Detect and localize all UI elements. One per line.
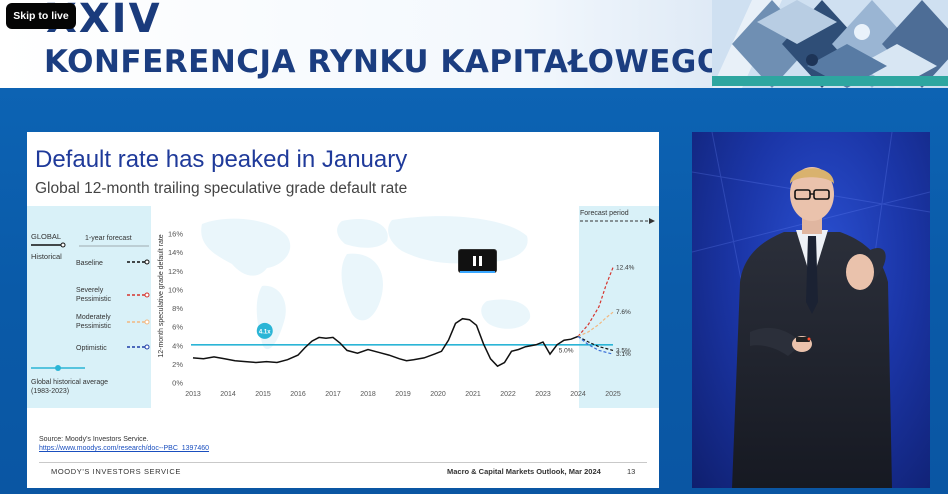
presentation-slide: Default rate has peaked in January Globa… bbox=[27, 132, 659, 488]
legend-historical: Historical bbox=[31, 252, 62, 261]
legend-moderately-1: Moderately bbox=[76, 314, 111, 321]
legend-severely-1: Severely bbox=[76, 287, 104, 294]
y-tick-label: 10% bbox=[168, 285, 183, 294]
x-tick-label: 2016 bbox=[290, 391, 306, 398]
source-text: Source: Moody's Investors Service. bbox=[39, 436, 149, 443]
forecast-panel bbox=[579, 206, 659, 408]
series-end-label: 3.1% bbox=[616, 351, 631, 358]
x-tick-label: 2024 bbox=[570, 391, 586, 398]
speaker-figure bbox=[692, 132, 930, 488]
x-tick-label: 2018 bbox=[360, 391, 376, 398]
annotation-label: 5.0% bbox=[559, 347, 574, 354]
legend: GLOBAL Historical 1-year forecast Baseli… bbox=[31, 232, 150, 395]
footer-divider bbox=[39, 462, 647, 463]
speaker-camera-feed bbox=[692, 132, 930, 488]
x-tick-label: 2025 bbox=[605, 391, 621, 398]
average-badge bbox=[256, 322, 273, 339]
source-link[interactable]: https://www.moodys.com/research/doc--PBC… bbox=[39, 445, 210, 452]
legend-optimistic-marker bbox=[144, 344, 150, 350]
legend-global: GLOBAL bbox=[31, 232, 61, 241]
x-tick-label: 2014 bbox=[220, 391, 236, 398]
legend-moderately-marker bbox=[144, 319, 150, 325]
forecast-period-label: Forecast period bbox=[580, 210, 629, 217]
legend-baseline: Baseline bbox=[76, 260, 103, 267]
series-lines bbox=[192, 267, 614, 368]
series-line-severely-pessimistic bbox=[577, 267, 614, 337]
series-line-baseline bbox=[577, 335, 614, 351]
y-tick-label: 0% bbox=[172, 379, 183, 388]
average-badge-label: 4.1x bbox=[259, 329, 271, 335]
y-tick-label: 4% bbox=[172, 341, 183, 350]
x-tick-label: 2022 bbox=[500, 391, 516, 398]
legend-average-2: (1983-2023) bbox=[31, 388, 69, 395]
x-tick-label: 2023 bbox=[535, 391, 551, 398]
y-tick-label: 6% bbox=[172, 323, 183, 332]
arrow-head-icon bbox=[649, 218, 655, 224]
x-tick-label: 2020 bbox=[430, 391, 446, 398]
y-axis: 0% 2% 4% 6% 8% 10% 12% 14% 16% bbox=[168, 230, 183, 388]
x-tick-label: 2013 bbox=[185, 391, 201, 398]
x-tick-label: 2015 bbox=[255, 391, 271, 398]
slide-subtitle: Global 12-month trailing speculative gra… bbox=[35, 180, 408, 197]
skip-to-live-button[interactable]: Skip to live bbox=[6, 3, 76, 29]
banner-stripe bbox=[712, 76, 948, 86]
default-rate-chart: Forecast period 12-month speculative gra… bbox=[27, 206, 659, 408]
y-axis-label: 12-month speculative grade default rate bbox=[158, 234, 165, 357]
x-axis: 2013 2014 2015 2016 2017 2018 2019 2020 2021 2022… bbox=[185, 391, 621, 398]
x-tick-label: 2017 bbox=[325, 391, 341, 398]
series-line-moderately-pessimistic bbox=[577, 311, 614, 337]
global-average-line: 4.1x bbox=[191, 322, 613, 346]
y-tick-label: 2% bbox=[172, 360, 183, 369]
footer-deck-title: Macro & Capital Markets Outlook, Mar 202… bbox=[447, 467, 601, 476]
pause-icon bbox=[473, 256, 476, 266]
legend-forecast-header: 1-year forecast bbox=[85, 235, 132, 242]
chart-panel: Forecast period 12-month speculative gra… bbox=[27, 206, 659, 408]
legend-average-1: Global historical average bbox=[31, 379, 108, 386]
legend-severely-marker bbox=[144, 292, 150, 298]
series-line-optimistic bbox=[577, 335, 614, 355]
legend-optimistic: Optimistic bbox=[76, 345, 107, 352]
world-map-background bbox=[201, 216, 531, 350]
legend-moderately-2: Pessimistic bbox=[76, 323, 112, 330]
series-end-label: 7.6% bbox=[616, 309, 631, 316]
series-end-label: 3.5% bbox=[616, 347, 631, 354]
slide-title: Default rate has peaked in January bbox=[35, 146, 408, 173]
legend-global-marker bbox=[60, 242, 66, 248]
y-tick-label: 16% bbox=[168, 230, 183, 239]
y-tick-label: 8% bbox=[172, 304, 183, 313]
y-tick-label: 14% bbox=[168, 248, 183, 257]
footer-page-number: 13 bbox=[627, 467, 636, 476]
playback-progress bbox=[460, 271, 495, 273]
conference-banner: XXIV KONFERENCJA RYNKU KAPITAŁOWEGO bbox=[0, 0, 948, 88]
banner-photo-collage bbox=[712, 0, 948, 88]
banner-title: KONFERENCJA RYNKU KAPITAŁOWEGO bbox=[44, 44, 724, 80]
series-end-label: 12.4% bbox=[616, 265, 635, 272]
series-line-historical bbox=[192, 317, 579, 368]
legend-panel bbox=[27, 206, 151, 408]
footer-brand: MOODY'S INVESTORS SERVICE bbox=[51, 467, 181, 476]
end-labels: 12.4% 7.6% 3.5%3.1% 5.0% bbox=[559, 265, 635, 359]
pause-button[interactable] bbox=[458, 249, 497, 273]
legend-baseline-marker bbox=[144, 259, 150, 265]
legend-severely-2: Pessimistic bbox=[76, 296, 112, 303]
y-tick-label: 12% bbox=[168, 267, 183, 276]
x-tick-label: 2019 bbox=[395, 391, 411, 398]
legend-average-marker bbox=[55, 365, 61, 371]
x-tick-label: 2021 bbox=[465, 391, 481, 398]
